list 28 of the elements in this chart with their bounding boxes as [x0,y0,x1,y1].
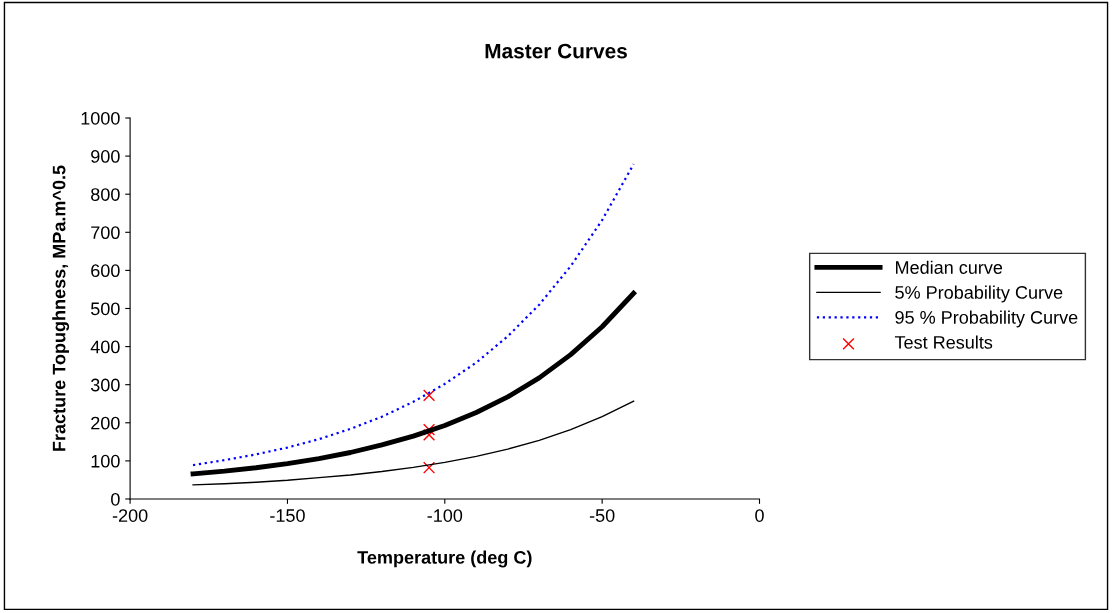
legend-label: 5% Probability Curve [895,285,1063,303]
x-tick-label: 0 [755,509,764,522]
legend-label: Test Results [894,335,993,349]
y-tick-label: 1000 [81,111,120,125]
point [422,461,436,474]
x-axis-title: Temperature (deg C) [357,550,532,568]
x-tick-label: -200 [112,509,148,522]
y-tick-label: 500 [90,302,120,316]
y-axis-title: Fracture Topughness, MPa.m^0.5 [52,165,70,451]
x-tick-label: -150 [270,509,305,522]
x-tick-label: -100 [427,509,463,522]
y-tick-label: 200 [91,416,120,430]
line-series [191,162,635,467]
y-tick-label: 100 [91,454,120,468]
line-series [192,400,635,486]
line-series [190,290,637,477]
point [422,389,436,402]
y-tick-label: 0 [111,492,120,506]
chart-title: Master Curves [485,43,627,59]
legend-label: 95 % Probability Curve [895,310,1078,328]
y-tick-label: 300 [90,378,120,392]
y-tick-label: 400 [90,340,120,354]
x-tick-label: -50 [589,509,615,522]
y-tick-label: 700 [91,226,120,240]
legend-label: Median curve [896,260,1003,274]
y-tick-label: 900 [91,150,120,163]
y-tick-label: 600 [91,264,120,278]
y-tick-label: 800 [91,188,120,201]
